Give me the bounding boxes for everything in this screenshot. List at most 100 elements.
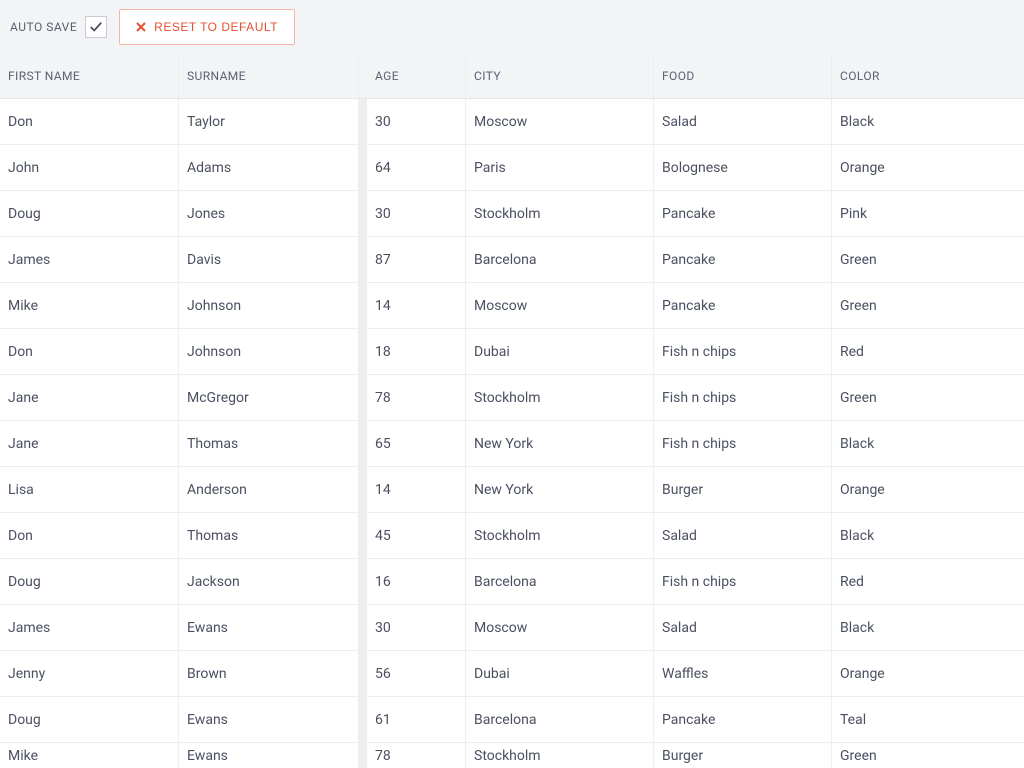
column-header-city[interactable]: CITY [466,54,654,99]
cell-color[interactable]: Red [832,559,1024,605]
cell-city[interactable]: Moscow [466,605,654,651]
cell-color[interactable]: Red [832,329,1024,375]
cell-city[interactable]: Dubai [466,329,654,375]
cell-surname[interactable]: Taylor [179,99,359,145]
cell-surname[interactable]: Davis [179,237,359,283]
cell-food[interactable]: Salad [654,513,832,559]
auto-save-checkbox[interactable] [85,16,107,38]
cell-first_name[interactable]: Doug [0,191,179,237]
cell-food[interactable]: Pancake [654,697,832,743]
cell-color[interactable]: Green [832,743,1024,768]
cell-surname[interactable]: Ewans [179,743,359,768]
cell-first_name[interactable]: Mike [0,283,179,329]
cell-color[interactable]: Pink [832,191,1024,237]
cell-color[interactable]: Black [832,513,1024,559]
cell-food[interactable]: Waffles [654,651,832,697]
cell-city[interactable]: Stockholm [466,513,654,559]
column-header-surname[interactable]: SURNAME [179,54,359,99]
cell-food[interactable]: Fish n chips [654,421,832,467]
cell-surname[interactable]: Adams [179,145,359,191]
cell-food[interactable]: Pancake [654,237,832,283]
cell-surname[interactable]: Brown [179,651,359,697]
cell-city[interactable]: Stockholm [466,375,654,421]
cell-age[interactable]: 14 [367,467,466,513]
cell-food[interactable]: Fish n chips [654,559,832,605]
cell-food[interactable]: Fish n chips [654,329,832,375]
cell-color[interactable]: Green [832,375,1024,421]
cell-surname[interactable]: Thomas [179,421,359,467]
column-header-food[interactable]: FOOD [654,54,832,99]
cell-age[interactable]: 78 [367,375,466,421]
cell-city[interactable]: Stockholm [466,191,654,237]
cell-age[interactable]: 18 [367,329,466,375]
cell-color[interactable]: Black [832,99,1024,145]
cell-food[interactable]: Salad [654,605,832,651]
cell-city[interactable]: Barcelona [466,237,654,283]
cell-age[interactable]: 56 [367,651,466,697]
cell-surname[interactable]: Jackson [179,559,359,605]
cell-age[interactable]: 61 [367,697,466,743]
cell-food[interactable]: Burger [654,467,832,513]
cell-first_name[interactable]: Doug [0,559,179,605]
cell-city[interactable]: Barcelona [466,697,654,743]
cell-city[interactable]: New York [466,421,654,467]
cell-first_name[interactable]: Doug [0,697,179,743]
column-header-first-name[interactable]: FIRST NAME [0,54,179,99]
cell-city[interactable]: Moscow [466,283,654,329]
cell-surname[interactable]: Johnson [179,329,359,375]
cell-age[interactable]: 14 [367,283,466,329]
cell-color[interactable]: Green [832,283,1024,329]
cell-surname[interactable]: Jones [179,191,359,237]
cell-city[interactable]: Barcelona [466,559,654,605]
cell-first_name[interactable]: Lisa [0,467,179,513]
cell-first_name[interactable]: Jane [0,375,179,421]
cell-city[interactable]: Moscow [466,99,654,145]
column-header-color[interactable]: COLOR [832,54,1024,99]
cell-age[interactable]: 87 [367,237,466,283]
cell-surname[interactable]: McGregor [179,375,359,421]
cell-color[interactable]: Teal [832,697,1024,743]
cell-age[interactable]: 78 [367,743,466,768]
cell-first_name[interactable]: John [0,145,179,191]
cell-color[interactable]: Orange [832,651,1024,697]
cell-surname[interactable]: Ewans [179,697,359,743]
cell-age[interactable]: 30 [367,191,466,237]
cell-food[interactable]: Fish n chips [654,375,832,421]
check-icon [89,20,103,34]
cell-first_name[interactable]: Don [0,329,179,375]
cell-first_name[interactable]: Don [0,513,179,559]
cell-first_name[interactable]: Mike [0,743,179,768]
cell-food[interactable]: Burger [654,743,832,768]
cell-surname[interactable]: Anderson [179,467,359,513]
cell-color[interactable]: Orange [832,145,1024,191]
cell-color[interactable]: Orange [832,467,1024,513]
cell-surname[interactable]: Ewans [179,605,359,651]
cell-first_name[interactable]: Jane [0,421,179,467]
cell-city[interactable]: New York [466,467,654,513]
cell-food[interactable]: Bolognese [654,145,832,191]
cell-first_name[interactable]: Don [0,99,179,145]
cell-age[interactable]: 45 [367,513,466,559]
cell-first_name[interactable]: James [0,605,179,651]
cell-color[interactable]: Green [832,237,1024,283]
cell-first_name[interactable]: James [0,237,179,283]
cell-surname[interactable]: Johnson [179,283,359,329]
cell-surname[interactable]: Thomas [179,513,359,559]
cell-city[interactable]: Paris [466,145,654,191]
reset-button[interactable]: RESET TO DEFAULT [119,9,295,45]
cell-food[interactable]: Pancake [654,283,832,329]
cell-food[interactable]: Salad [654,99,832,145]
cell-age[interactable]: 30 [367,99,466,145]
cell-age[interactable]: 64 [367,145,466,191]
cell-age[interactable]: 65 [367,421,466,467]
gap-cell [359,375,367,421]
cell-first_name[interactable]: Jenny [0,651,179,697]
cell-city[interactable]: Stockholm [466,743,654,768]
column-header-age[interactable]: AGE [367,54,466,99]
cell-color[interactable]: Black [832,605,1024,651]
cell-age[interactable]: 16 [367,559,466,605]
cell-color[interactable]: Black [832,421,1024,467]
cell-city[interactable]: Dubai [466,651,654,697]
cell-age[interactable]: 30 [367,605,466,651]
cell-food[interactable]: Pancake [654,191,832,237]
